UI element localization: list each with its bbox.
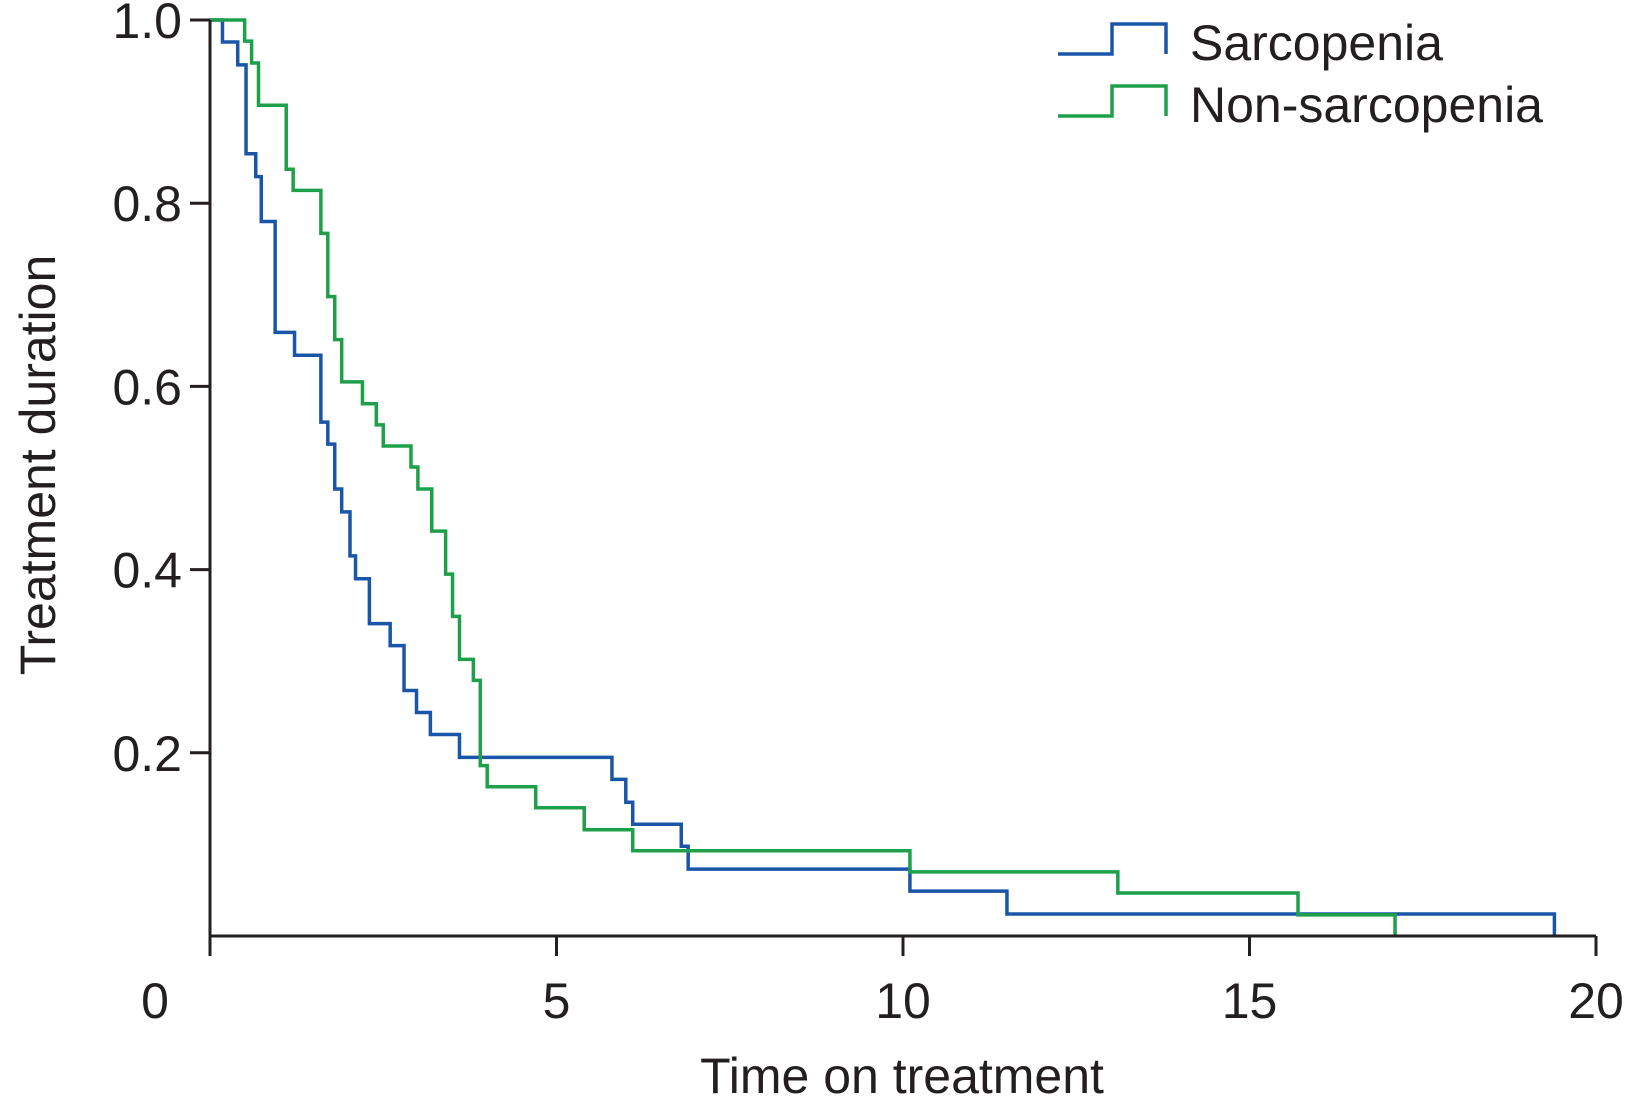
legend-label: Non-sarcopenia (1190, 77, 1543, 133)
x-tick-label: 20 (1568, 973, 1624, 1029)
x-tick-label: 15 (1222, 973, 1278, 1029)
y-tick-label: 0.8 (112, 176, 182, 232)
series-group (210, 18, 1557, 936)
x-tick-label: 10 (875, 973, 931, 1029)
y-axis: 0.2 0.4 0.6 0.8 1.0 (112, 0, 212, 936)
legend: Sarcopenia Non-sarcopenia (1058, 15, 1543, 133)
x-axis: 0 5 10 15 20 (141, 934, 1624, 1029)
y-tick-label: 0.2 (112, 726, 182, 782)
legend-label: Sarcopenia (1190, 15, 1443, 71)
y-axis-title: Treatment duration (10, 255, 66, 676)
legend-swatch (1058, 22, 1168, 56)
x-tick-label: 5 (543, 973, 571, 1029)
y-tick-label: 0.6 (112, 359, 182, 415)
series-line-non-sarcopenia (210, 18, 1397, 936)
series-line-sarcopenia (210, 18, 1557, 936)
y-tick-label: 1.0 (112, 0, 182, 49)
legend-swatch (1058, 84, 1168, 118)
x-axis-title: Time on treatment (700, 1048, 1104, 1103)
x-tick-label: 0 (141, 973, 169, 1029)
y-tick-label: 0.4 (112, 543, 182, 599)
